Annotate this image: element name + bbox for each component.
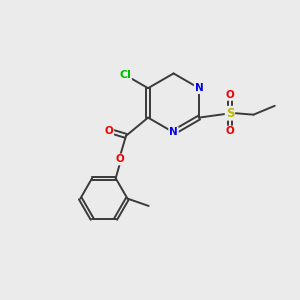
Text: N: N: [195, 83, 203, 93]
Text: S: S: [226, 107, 234, 120]
Text: O: O: [104, 126, 113, 136]
Text: O: O: [116, 154, 124, 164]
Text: O: O: [226, 126, 234, 136]
Text: N: N: [169, 127, 178, 137]
Text: Cl: Cl: [119, 70, 131, 80]
Text: O: O: [226, 90, 234, 100]
